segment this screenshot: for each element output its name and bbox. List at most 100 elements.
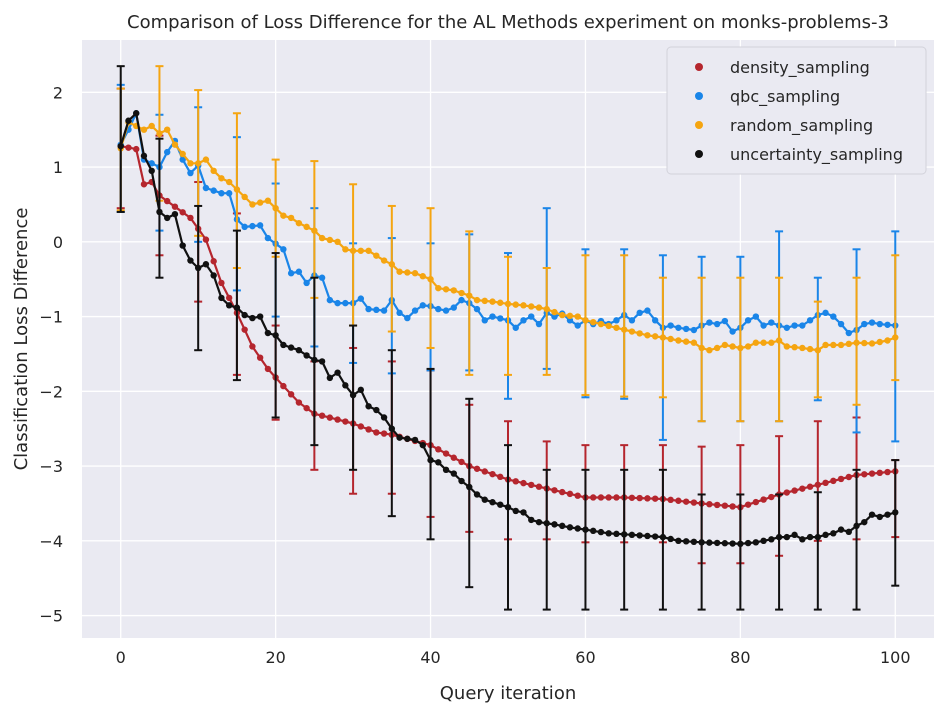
- random-sampling-point: [597, 320, 605, 328]
- x-tick-label: 40: [420, 648, 440, 667]
- qbc-sampling-point: [830, 313, 837, 320]
- density-sampling-point: [179, 209, 186, 216]
- density-sampling-point: [690, 499, 698, 506]
- qbc-sampling-point: [264, 234, 272, 242]
- qbc-sampling-point: [365, 305, 372, 313]
- qbc-sampling-point: [295, 268, 303, 275]
- uncertainty-sampling-point: [512, 507, 519, 515]
- qbc-sampling-point: [644, 307, 651, 314]
- density-sampling-point: [481, 468, 488, 475]
- uncertainty-sampling-point: [489, 499, 496, 506]
- uncertainty-sampling-point: [559, 522, 566, 530]
- random-sampling-point: [837, 341, 845, 349]
- random-sampling-point: [411, 270, 419, 277]
- density-sampling-point: [287, 391, 295, 398]
- uncertainty-sampling-point: [342, 382, 349, 389]
- density-sampling-point: [365, 426, 372, 433]
- uncertainty-sampling-point: [125, 117, 132, 124]
- density-sampling-point: [280, 382, 287, 390]
- legend: density_sampling qbc_sampling random_sampl…: [666, 46, 927, 175]
- uncertainty-sampling-point: [566, 524, 574, 531]
- random-sampling-point: [280, 212, 287, 219]
- uncertainty-sampling-legend-label: uncertainty_sampling: [730, 145, 903, 165]
- density-sampling-point: [512, 478, 519, 485]
- uncertainty-sampling-point: [450, 470, 457, 477]
- qbc-sampling-point: [520, 317, 527, 324]
- uncertainty-sampling-point: [690, 538, 698, 546]
- random-sampling-point: [806, 345, 814, 353]
- density-sampling-point: [249, 343, 256, 350]
- density-sampling-point: [342, 418, 349, 425]
- density-sampling-point: [744, 501, 752, 508]
- density-sampling-point: [264, 365, 272, 373]
- qbc-sampling-point: [512, 324, 519, 331]
- density-sampling-point: [373, 429, 380, 436]
- density-sampling-point: [806, 483, 814, 490]
- series-layer: [116, 65, 900, 611]
- random-sampling-point: [752, 339, 760, 346]
- random-sampling-point: [481, 297, 488, 305]
- random-sampling-point: [373, 252, 380, 259]
- uncertainty-sampling-point: [334, 369, 341, 376]
- uncertainty-sampling-point: [752, 539, 760, 546]
- uncertainty-sampling-point: [605, 530, 612, 537]
- qbc-sampling-point: [729, 328, 736, 335]
- uncertainty-sampling-point: [706, 539, 713, 546]
- random-sampling-legend-marker: [695, 121, 703, 129]
- qbc-sampling-point: [225, 190, 233, 197]
- qbc-sampling-point: [713, 320, 721, 328]
- random-sampling-point: [249, 201, 256, 208]
- qbc-sampling-point: [636, 309, 643, 317]
- random-sampling-point: [489, 298, 496, 305]
- random-sampling-point: [365, 247, 372, 254]
- qbc-sampling-point: [326, 296, 334, 304]
- uncertainty-sampling-point: [303, 352, 310, 359]
- uncertainty-sampling-point: [574, 525, 581, 532]
- qbc-sampling-point: [574, 322, 581, 329]
- random-sampling-point: [628, 328, 636, 335]
- random-sampling-point: [535, 304, 543, 311]
- random-sampling-point: [225, 178, 233, 186]
- qbc-sampling-point: [249, 222, 256, 230]
- qbc-sampling-point: [760, 322, 767, 329]
- density-sampling-point: [721, 502, 729, 509]
- uncertainty-sampling-point: [830, 530, 837, 537]
- random-sampling-point: [256, 199, 264, 206]
- qbc-sampling-point: [752, 313, 760, 320]
- density-sampling-point: [256, 354, 264, 361]
- qbc-sampling-point: [342, 299, 349, 307]
- uncertainty-sampling-point: [473, 491, 481, 498]
- random-sampling-point: [768, 339, 775, 346]
- qbc-sampling-point: [822, 309, 829, 317]
- density-sampling-point: [644, 495, 651, 502]
- uncertainty-sampling-point: [884, 511, 891, 518]
- random-sampling-point: [202, 156, 210, 163]
- random-sampling-point: [744, 343, 752, 350]
- random-sampling-point: [435, 284, 442, 292]
- qbc-sampling-point: [861, 320, 868, 328]
- qbc-sampling-point: [682, 325, 690, 333]
- density-sampling-point: [334, 416, 341, 423]
- uncertainty-sampling-point: [636, 532, 643, 539]
- uncertainty-sampling-point: [458, 477, 465, 485]
- random-sampling-point: [287, 214, 295, 222]
- density-sampling-point: [435, 446, 442, 453]
- density-sampling-point: [822, 479, 829, 487]
- density-sampling-point: [597, 494, 605, 501]
- random-sampling-point: [148, 122, 155, 130]
- uncertainty-sampling-point: [713, 539, 721, 547]
- qbc-sampling-point: [458, 296, 465, 304]
- tick-labels: 0 20 40 60 80 100 −5 −4 −3 −2 −1 0 1 2: [39, 83, 910, 667]
- random-sampling-point: [760, 339, 767, 346]
- random-sampling-legend-label: random_sampling: [730, 116, 873, 136]
- uncertainty-sampling-point: [590, 527, 597, 535]
- uncertainty-sampling-point: [597, 528, 605, 536]
- chart-title: Comparison of Loss Difference for the AL…: [127, 12, 889, 33]
- x-tick-label: 60: [575, 648, 595, 667]
- qbc-sampling-point: [791, 322, 798, 329]
- uncertainty-sampling-point: [396, 434, 403, 441]
- density-sampling-point: [210, 258, 217, 265]
- density-sampling-point: [636, 494, 643, 502]
- density-sampling-point: [520, 479, 527, 487]
